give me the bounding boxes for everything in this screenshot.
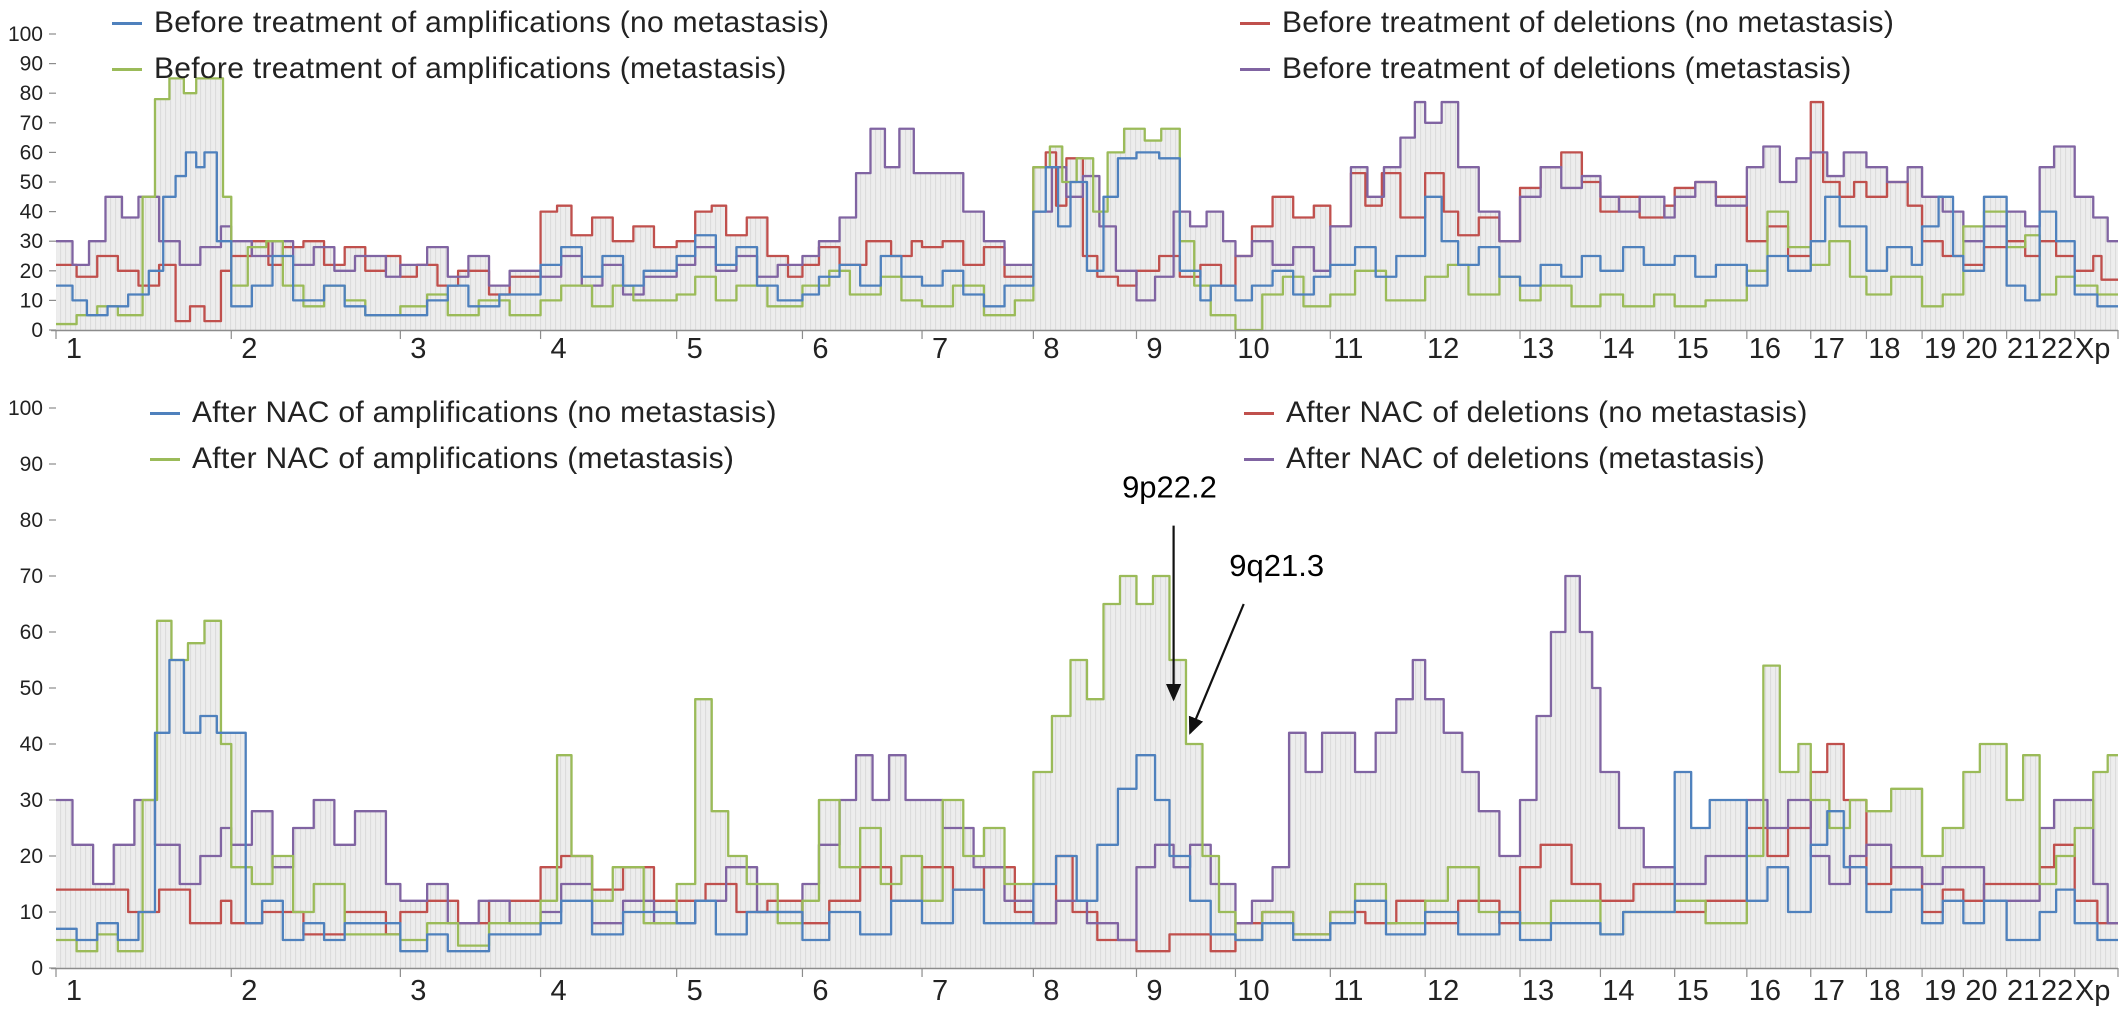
svg-text:70: 70 <box>20 565 43 588</box>
svg-text:80: 80 <box>20 82 43 105</box>
svg-text:12: 12 <box>1427 333 1459 365</box>
legend-line-swatch-blue <box>112 21 142 25</box>
before-treatment-chart: 0 10 20 30 40 50 60 70 80 90 100 1 2 3 4 5 6 7 8 9 10 11 12 13 1… <box>0 0 2126 372</box>
svg-text:30: 30 <box>20 789 43 812</box>
svg-text:Xp: Xp <box>2075 975 2110 1007</box>
svg-text:3: 3 <box>410 333 426 365</box>
svg-text:17: 17 <box>1813 333 1845 365</box>
svg-text:15: 15 <box>1677 333 1709 365</box>
svg-text:18: 18 <box>1868 333 1900 365</box>
svg-text:8: 8 <box>1043 333 1059 365</box>
svg-text:14: 14 <box>1602 333 1634 365</box>
svg-text:12: 12 <box>1427 975 1459 1007</box>
svg-text:80: 80 <box>20 509 43 532</box>
svg-text:9q21.3: 9q21.3 <box>1229 548 1324 583</box>
svg-text:16: 16 <box>1749 333 1781 365</box>
svg-text:13: 13 <box>1522 975 1554 1007</box>
legend-item-after-dels-met: After NAC of deletions (metastasis) <box>1244 442 1765 476</box>
svg-text:22: 22 <box>2041 333 2073 365</box>
svg-text:50: 50 <box>20 171 43 194</box>
svg-text:100: 100 <box>8 397 43 420</box>
svg-text:60: 60 <box>20 621 43 644</box>
svg-text:10: 10 <box>20 901 43 924</box>
svg-text:0: 0 <box>31 957 43 980</box>
svg-text:1: 1 <box>66 333 82 365</box>
svg-text:90: 90 <box>20 53 43 76</box>
after-nac-chart: 0 10 20 30 40 50 60 70 80 90 100 1 2 3 4 5 6 7 8 9 10 11 12 13 1… <box>0 372 2126 1024</box>
legend-label: After NAC of amplifications (no metastas… <box>192 396 777 429</box>
legend-item-before-amps-no-met: Before treatment of amplifications (no m… <box>112 6 829 40</box>
svg-text:13: 13 <box>1522 333 1554 365</box>
legend-item-before-dels-met: Before treatment of deletions (metastasi… <box>1240 52 1852 86</box>
svg-text:7: 7 <box>932 975 948 1007</box>
svg-text:21: 21 <box>2007 975 2039 1007</box>
svg-text:16: 16 <box>1749 975 1781 1007</box>
svg-text:21: 21 <box>2007 333 2039 365</box>
svg-text:1: 1 <box>66 975 82 1007</box>
svg-text:40: 40 <box>20 201 43 224</box>
svg-text:3: 3 <box>410 975 426 1007</box>
svg-text:5: 5 <box>687 975 703 1007</box>
legend-label: After NAC of deletions (no metastasis) <box>1286 396 1808 429</box>
svg-text:19: 19 <box>1924 975 1956 1007</box>
svg-text:5: 5 <box>687 333 703 365</box>
svg-text:14: 14 <box>1602 975 1634 1007</box>
legend-label: Before treatment of amplifications (no m… <box>154 6 830 39</box>
svg-text:60: 60 <box>20 141 43 164</box>
legend-label: After NAC of amplifications (metastasis) <box>192 442 735 475</box>
svg-text:19: 19 <box>1924 333 1956 365</box>
svg-text:7: 7 <box>932 333 948 365</box>
svg-text:20: 20 <box>20 845 43 868</box>
svg-text:11: 11 <box>1333 333 1363 365</box>
svg-text:40: 40 <box>20 733 43 756</box>
svg-text:Xp: Xp <box>2075 333 2110 365</box>
legend-line-swatch-green <box>150 457 180 461</box>
legend-label: After NAC of deletions (metastasis) <box>1286 442 1766 475</box>
svg-text:4: 4 <box>550 333 566 365</box>
svg-text:70: 70 <box>20 112 43 135</box>
svg-text:9p22.2: 9p22.2 <box>1122 470 1217 505</box>
svg-text:6: 6 <box>812 975 828 1007</box>
svg-text:15: 15 <box>1677 975 1709 1007</box>
legend-item-after-amps-met: After NAC of amplifications (metastasis) <box>150 442 734 476</box>
legend-line-swatch-green <box>112 67 142 71</box>
legend-item-before-amps-met: Before treatment of amplifications (meta… <box>112 52 787 86</box>
svg-text:17: 17 <box>1813 975 1845 1007</box>
svg-text:90: 90 <box>20 453 43 476</box>
legend-item-after-amps-no-met: After NAC of amplifications (no metastas… <box>150 396 777 430</box>
legend-label: Before treatment of deletions (metastasi… <box>1282 52 1852 85</box>
legend-label: Before treatment of amplifications (meta… <box>154 52 787 85</box>
svg-text:8: 8 <box>1043 975 1059 1007</box>
legend-line-swatch-red <box>1240 21 1270 25</box>
svg-text:9: 9 <box>1146 975 1162 1007</box>
legend-item-before-dels-no-met: Before treatment of deletions (no metast… <box>1240 6 1894 40</box>
svg-text:0: 0 <box>31 319 43 342</box>
svg-text:50: 50 <box>20 677 43 700</box>
svg-text:20: 20 <box>1965 333 1997 365</box>
svg-text:11: 11 <box>1333 975 1363 1007</box>
legend-line-swatch-purple <box>1244 457 1274 461</box>
legend-item-after-dels-no-met: After NAC of deletions (no metastasis) <box>1244 396 1808 430</box>
svg-text:10: 10 <box>1237 975 1269 1007</box>
svg-text:30: 30 <box>20 230 43 253</box>
svg-text:20: 20 <box>20 260 43 283</box>
svg-text:18: 18 <box>1868 975 1900 1007</box>
legend-line-swatch-red <box>1244 411 1274 415</box>
svg-text:10: 10 <box>20 289 43 312</box>
svg-text:20: 20 <box>1965 975 1997 1007</box>
svg-text:100: 100 <box>8 23 43 46</box>
svg-text:9: 9 <box>1146 333 1162 365</box>
svg-text:2: 2 <box>241 333 257 365</box>
legend-line-swatch-purple <box>1240 67 1270 71</box>
svg-text:6: 6 <box>812 333 828 365</box>
svg-text:4: 4 <box>550 975 566 1007</box>
legend-label: Before treatment of deletions (no metast… <box>1282 6 1895 39</box>
svg-text:22: 22 <box>2041 975 2073 1007</box>
svg-text:10: 10 <box>1237 333 1269 365</box>
svg-text:2: 2 <box>241 975 257 1007</box>
legend-line-swatch-blue <box>150 411 180 415</box>
